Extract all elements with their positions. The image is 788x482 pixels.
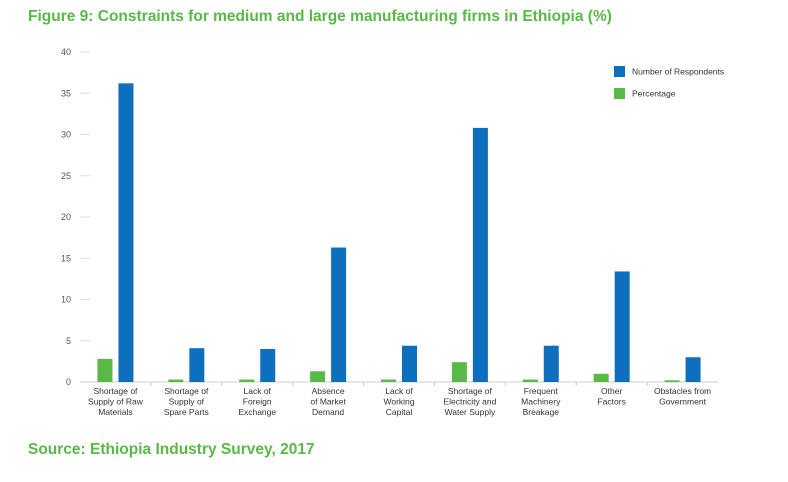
legend-label: Percentage [632,89,676,99]
x-category-label-line: Supply of [169,397,205,407]
y-tick-label: 25 [61,171,71,181]
x-category-label: Shortage of Supply of Raw Materials [88,386,144,417]
bar-number-of-respondents [402,345,417,382]
x-category-label: Lack of Working Capital [383,386,414,417]
bar-percentage [239,379,255,382]
x-category-label: Frequent Machinery Breakage [521,386,561,417]
x-category-label-line: Water Supply [445,407,496,417]
bar-number-of-respondents [472,127,488,383]
x-category-label-line: Lack of [385,386,413,396]
x-category-label-line: Shortage of [164,386,209,396]
x-category-label: Shortage of Supply of Spare Parts [164,386,209,417]
x-category-label-line: Supply of Raw [88,397,144,407]
x-category-label-line: Absence [312,386,345,396]
x-category-label-line: Capital [386,407,413,417]
y-tick-label: 30 [61,130,71,140]
x-category-label: Obstacles from Government [654,386,711,407]
x-category-label-line: Demand [312,407,344,417]
x-category-label-line: Lack of [244,386,272,396]
bar-percentage [97,358,113,382]
x-category-label-line: Shortage of [448,386,493,396]
x-category-label-line: of Market [310,397,346,407]
bar-number-of-respondents [260,349,276,382]
bar-number-of-respondents [331,247,347,382]
bar-percentage [593,373,609,382]
x-category-label-line: Other [601,386,622,396]
x-category-label-line: Government [659,397,706,407]
x-category-label: Shortage of Electricity and Water Supply [443,386,496,417]
x-category-label: Lack of Foreign Exchange [238,386,276,417]
y-tick-label: 0 [66,377,71,387]
bar-percentage [381,379,396,382]
x-category-label-line: Electricity and [443,397,496,407]
x-category-label-line: Machinery [521,397,561,407]
x-category-label-line: Factors [597,397,625,407]
bar-percentage [522,379,538,382]
y-tick-label: 15 [61,253,71,263]
bar-number-of-respondents [685,357,701,382]
y-tick-label: 35 [61,88,71,98]
bar-number-of-respondents [189,348,205,382]
legend: Number of Respondents Percentage [614,66,724,99]
x-category-label-line: Shortage of [93,386,138,396]
y-tick-label: 10 [61,295,71,305]
x-category-label-line: Breakage [523,407,560,417]
chart-title: Figure 9: Constraints for medium and lar… [28,8,612,25]
x-axis-categories: Shortage of Supply of Raw MaterialsShortag… [88,386,711,417]
x-category-label-line: Frequent [524,386,559,396]
y-gridlines [80,51,718,386]
bar-number-of-respondents [614,271,630,382]
x-category-label: Other Factors [597,386,625,407]
bar-percentage [310,371,326,382]
y-tick-label: 20 [61,212,71,222]
bar-percentage [451,362,467,382]
x-category-label-line: Working [383,397,414,407]
y-tick-label: 40 [61,47,71,57]
legend-swatch-respondents [614,66,625,77]
bar-number-of-respondents [118,83,134,382]
bar-series [97,83,701,383]
y-axis-ticks: 0 5 10 15 20 25 30 35 40 [61,47,71,387]
y-tick-label: 5 [66,336,71,346]
x-category-label-line: Exchange [238,407,276,417]
x-category-label-line: Obstacles from [654,386,711,396]
x-category-label-line: Foreign [243,397,272,407]
legend-label: Number of Respondents [632,67,724,77]
bar-percentage [664,380,680,382]
x-category-label-line: Spare Parts [164,407,209,417]
source-note: Source: Ethiopia Industry Survey, 2017 [28,441,315,458]
x-category-label: Absence of Market Demand [310,386,346,417]
bar-number-of-respondents [543,345,559,382]
x-category-label-line: Materials [98,407,132,417]
legend-swatch-percentage [614,88,625,99]
bar-percentage [168,379,184,382]
